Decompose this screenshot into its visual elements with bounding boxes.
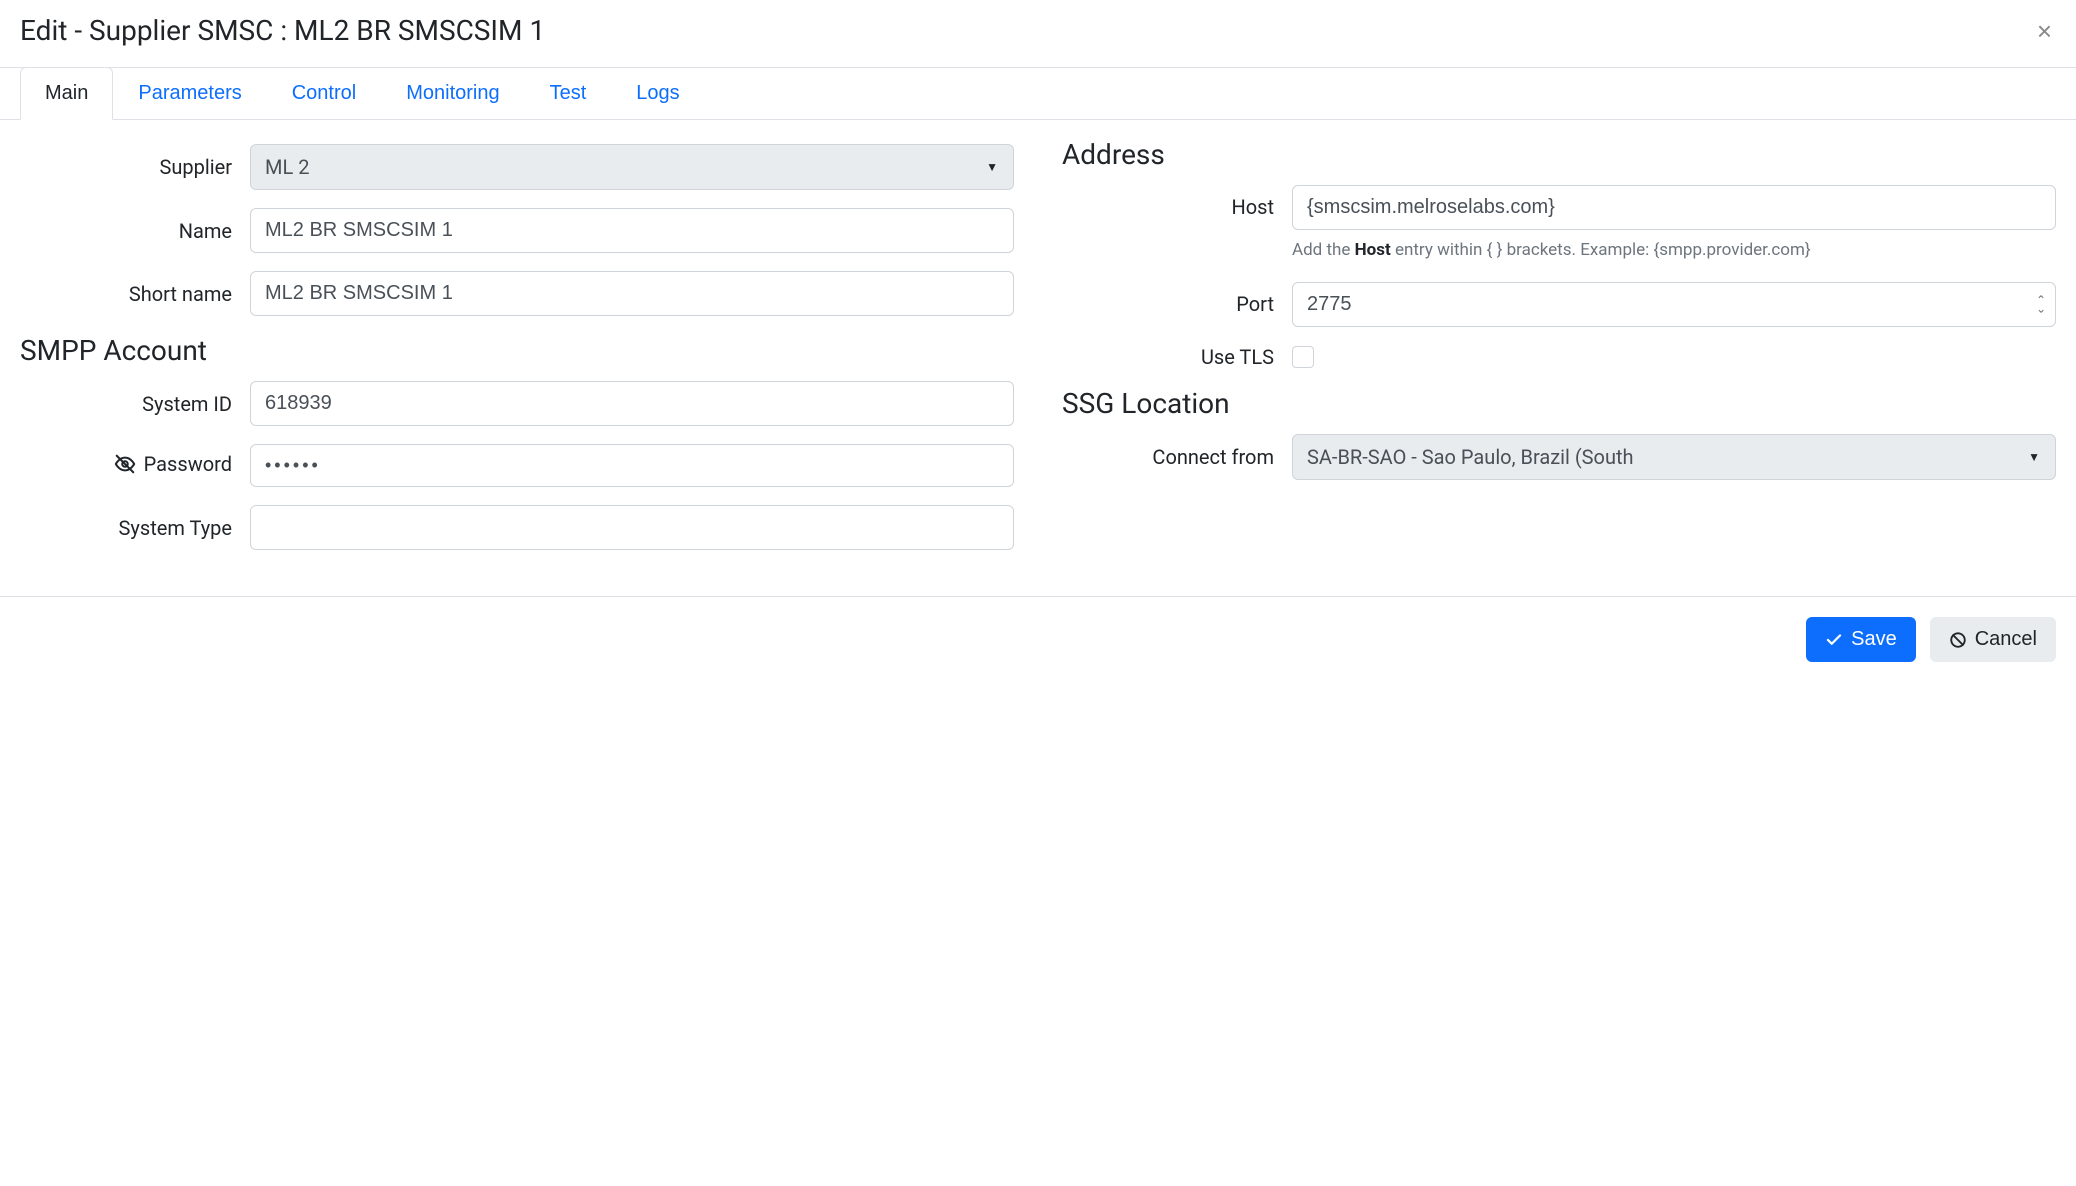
use-tls-checkbox[interactable] xyxy=(1292,346,1314,368)
password-label: Password xyxy=(20,452,250,480)
port-label: Port xyxy=(1062,292,1292,316)
tabs: Main Parameters Control Monitoring Test … xyxy=(0,67,2076,120)
smpp-account-heading: SMPP Account xyxy=(20,334,1014,367)
form-content: Supplier ML 2 ▼ Name Short name SMPP Acc… xyxy=(0,120,2076,596)
short-name-label: Short name xyxy=(20,282,250,306)
ban-icon xyxy=(1949,631,1967,649)
port-input[interactable] xyxy=(1292,282,2056,327)
save-button[interactable]: Save xyxy=(1806,617,1916,662)
edit-supplier-dialog: Edit - Supplier SMSC : ML2 BR SMSCSIM 1 … xyxy=(0,0,2076,682)
eye-off-icon[interactable] xyxy=(114,453,136,475)
name-input[interactable] xyxy=(250,208,1014,253)
right-column: Address Host Add the Host entry within {… xyxy=(1062,144,2056,568)
dialog-footer: Save Cancel xyxy=(0,596,2076,682)
tab-test[interactable]: Test xyxy=(525,67,612,120)
address-heading: Address xyxy=(1062,138,2056,171)
supplier-label: Supplier xyxy=(20,155,250,179)
password-label-text: Password xyxy=(144,452,232,476)
supplier-select[interactable]: ML 2 xyxy=(250,144,1014,190)
host-help-text: Add the Host entry within { } brackets. … xyxy=(1292,238,2056,264)
ssg-location-heading: SSG Location xyxy=(1062,387,2056,420)
name-label: Name xyxy=(20,219,250,243)
short-name-row: Short name xyxy=(20,271,1014,316)
system-type-input[interactable] xyxy=(250,505,1014,550)
dialog-header: Edit - Supplier SMSC : ML2 BR SMSCSIM 1 … xyxy=(0,0,2076,68)
name-row: Name xyxy=(20,208,1014,253)
close-icon: × xyxy=(2037,16,2052,46)
save-button-label: Save xyxy=(1851,628,1897,651)
cancel-button-label: Cancel xyxy=(1975,628,2037,651)
left-column: Supplier ML 2 ▼ Name Short name SMPP Acc… xyxy=(20,144,1014,568)
system-id-input[interactable] xyxy=(250,381,1014,426)
password-row: Password xyxy=(20,444,1014,487)
use-tls-label: Use TLS xyxy=(1062,345,1292,369)
password-input[interactable] xyxy=(250,444,1014,487)
host-input[interactable] xyxy=(1292,185,2056,230)
check-icon xyxy=(1825,631,1843,649)
short-name-input[interactable] xyxy=(250,271,1014,316)
system-id-row: System ID xyxy=(20,381,1014,426)
port-row: Port ⌃⌃ xyxy=(1062,282,2056,327)
tab-monitoring[interactable]: Monitoring xyxy=(381,67,524,120)
system-id-label: System ID xyxy=(20,392,250,416)
tab-parameters[interactable]: Parameters xyxy=(113,67,266,120)
supplier-row: Supplier ML 2 ▼ xyxy=(20,144,1014,190)
host-label: Host xyxy=(1062,185,1292,219)
connect-from-select[interactable]: SA-BR-SAO - Sao Paulo, Brazil (South xyxy=(1292,434,2056,480)
connect-from-label: Connect from xyxy=(1062,445,1292,469)
system-type-label: System Type xyxy=(20,516,250,540)
connect-from-row: Connect from SA-BR-SAO - Sao Paulo, Braz… xyxy=(1062,434,2056,480)
use-tls-row: Use TLS xyxy=(1062,345,2056,369)
dialog-title: Edit - Supplier SMSC : ML2 BR SMSCSIM 1 xyxy=(20,14,545,47)
tab-logs[interactable]: Logs xyxy=(611,67,704,120)
host-row: Host Add the Host entry within { } brack… xyxy=(1062,185,2056,264)
system-type-row: System Type xyxy=(20,505,1014,550)
close-button[interactable]: × xyxy=(2033,18,2056,44)
cancel-button[interactable]: Cancel xyxy=(1930,617,2056,662)
tab-control[interactable]: Control xyxy=(267,67,381,120)
tab-main[interactable]: Main xyxy=(20,67,113,120)
